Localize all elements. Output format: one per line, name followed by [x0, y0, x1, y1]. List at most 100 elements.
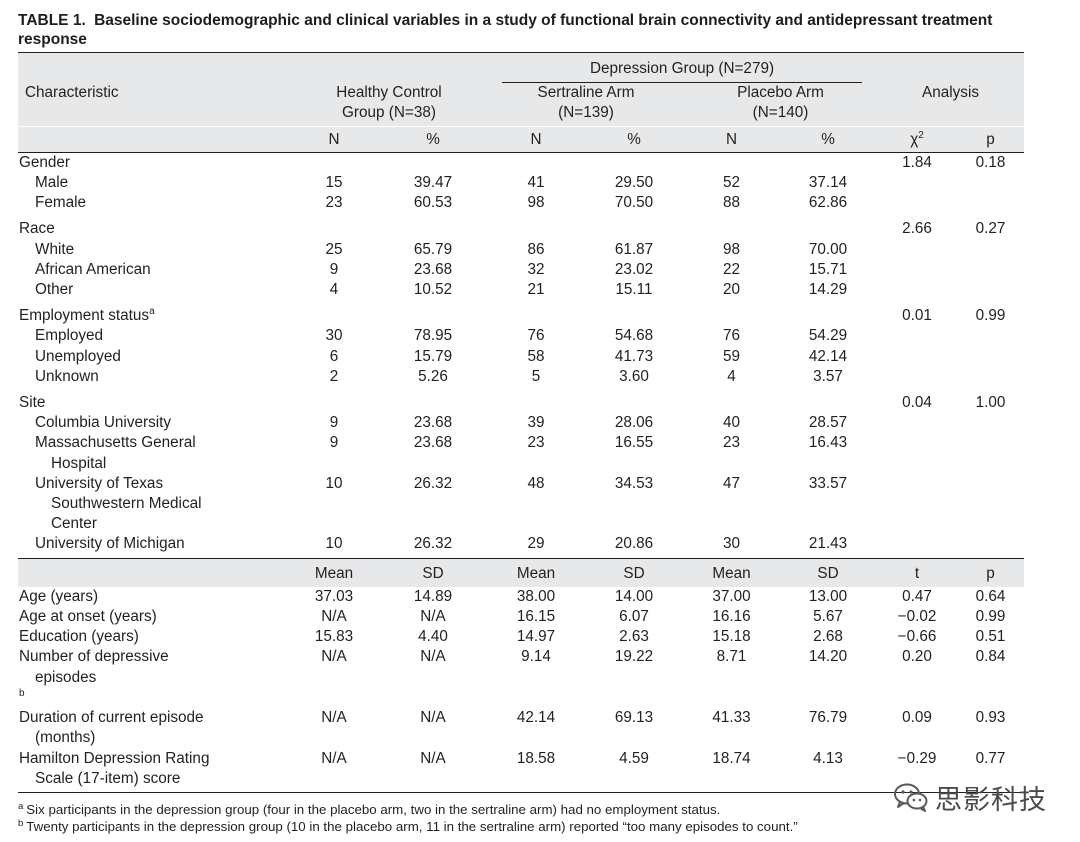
p-value: 0.18 [957, 151, 1025, 174]
empty-cell [877, 534, 957, 558]
hc-n: 15 [325, 174, 343, 192]
category-label-text: Site [19, 394, 46, 412]
table-row: African American 9 23.68 32 23.02 22 15.71 [18, 260, 1024, 280]
hc-mean: N/A [321, 648, 347, 666]
hc-mean: 15.83 [314, 628, 354, 646]
footnote-text: Six participants in the depression group… [26, 802, 721, 817]
category-row: Employment statusa 0.01 0.99 [18, 300, 1024, 326]
hc-n: 9 [329, 434, 339, 452]
row-label: White [18, 240, 290, 260]
hc-sd: 14.89 [413, 587, 453, 605]
hc-pct: 65.79 [413, 240, 453, 258]
empty-cell [584, 151, 684, 174]
row-label-line-1: White [35, 240, 75, 258]
row-label-footnote-mark: b [19, 687, 25, 699]
empty-cell [378, 213, 488, 239]
row-label-line-1: Massachusetts General [35, 434, 196, 452]
hc-n: 9 [329, 260, 339, 278]
empty-cell [684, 213, 779, 239]
hc-n-header: N [290, 125, 378, 153]
sertraline-mean: 16.15 [516, 608, 556, 626]
placebo-pct: 54.29 [808, 327, 848, 345]
placebo-n: 40 [722, 414, 740, 432]
t-value: −0.66 [897, 628, 937, 646]
s-mean-header: Mean [488, 557, 584, 587]
placebo-pct: 28.57 [808, 414, 848, 432]
table-row: White 25 65.79 86 61.87 98 70.00 [18, 240, 1024, 260]
depression-group-header: Depression Group (N=279) [488, 52, 878, 84]
row-label-line-2: Southwestern Medical [51, 495, 202, 513]
category-row: Site 0.04 1.00 [18, 387, 1024, 413]
sertraline-pct: 34.53 [614, 474, 654, 492]
sertraline-sd: 2.63 [619, 628, 649, 646]
footnote-b: b Twenty participants in the depression g… [18, 818, 1028, 835]
sertraline-mean: 42.14 [516, 709, 556, 727]
placebo-mean: 41.33 [712, 709, 751, 727]
sertraline-n: 76 [527, 327, 545, 345]
table-row: Age at onset (years) N/A N/A 16.15 6.07 16.16… [18, 607, 1024, 627]
footnotes: a Six participants in the depression grou… [18, 801, 1028, 835]
hc-pct-header: % [378, 125, 488, 153]
category-label-text: Employment status [19, 307, 150, 325]
empty-cell [877, 326, 957, 346]
hc-pct: 23.68 [413, 260, 453, 278]
table-row: Age (years) 37.03 14.89 38.00 14.00 37.00 13.0… [18, 587, 1024, 607]
category-label-text: Race [19, 220, 55, 238]
row-label-line-1: Duration of current episode [19, 709, 204, 727]
sertraline-pct: 20.86 [614, 535, 654, 553]
category-label: Site [18, 387, 290, 413]
empty-cell [488, 151, 584, 174]
sertraline-n: 23 [527, 434, 545, 452]
p-mean-header: Mean [684, 557, 779, 587]
placebo-sd: 76.79 [808, 709, 848, 727]
placebo-n: 4 [727, 367, 736, 385]
empty-cell [684, 300, 779, 326]
table-row: Male 15 39.47 41 29.50 52 37.14 [18, 173, 1024, 193]
empty-cell [584, 387, 684, 413]
hc-pct: 15.79 [413, 347, 453, 365]
category-label: Race [18, 213, 290, 239]
sertraline-mean: 18.58 [516, 749, 556, 767]
sertraline-sd: 19.22 [614, 648, 654, 666]
empty-cell [290, 300, 378, 326]
s-pct-header: % [584, 125, 684, 153]
header-row-2: Characteristic Healthy Control Group (N=3… [18, 83, 1025, 127]
table-row: Hamilton Depression Rating Scale (17-item… [18, 749, 1024, 793]
healthy-control-line-2: Group (N=38) [342, 104, 436, 122]
category-label: Employment statusa [18, 300, 290, 326]
placebo-arm-header: Placebo Arm (N=140) [684, 83, 878, 127]
watermark-text: 思影科技 [935, 784, 1047, 816]
hc-n: 25 [325, 240, 343, 258]
placebo-mean: 8.71 [716, 648, 747, 666]
empty-cell [290, 213, 378, 239]
sertraline-sd: 69.13 [614, 709, 654, 727]
category-row: Gender 1.84 0.18 [18, 151, 1025, 174]
row-label-line-1: University of Michigan [35, 535, 185, 553]
empty-cell [290, 387, 378, 413]
continuous-header-row: Mean SD Mean SD Mean SD t p [18, 557, 1025, 587]
placebo-n: 88 [722, 194, 740, 212]
sertraline-n: 21 [527, 281, 545, 299]
empty-cell [378, 387, 488, 413]
placebo-sd: 14.20 [808, 648, 848, 666]
chi-square-value: 2.66 [902, 220, 932, 238]
placebo-pct: 70.00 [808, 240, 848, 258]
sertraline-sd: 14.00 [614, 587, 654, 605]
hc-n: 2 [329, 367, 339, 385]
placebo-n: 23 [722, 434, 740, 452]
placebo-line-1: Placebo Arm [737, 84, 824, 102]
row-label: Female [18, 193, 290, 213]
placebo-sd: 2.68 [813, 628, 843, 646]
empty-cell [957, 474, 1024, 535]
chi-square-header: χ2 [877, 125, 958, 153]
p-value: 0.99 [975, 608, 1006, 626]
hc-n: 6 [329, 347, 339, 365]
sertraline-pct: 15.11 [615, 281, 653, 299]
caption-text: Baseline sociodemographic and clinical v… [18, 12, 993, 48]
category-label-text: Gender [19, 153, 71, 171]
row-label: Male [18, 173, 290, 193]
placebo-n: 30 [722, 535, 740, 553]
row-label-line-1: African American [35, 260, 151, 278]
sertraline-arm-header: Sertraline Arm (N=139) [488, 83, 684, 127]
hc-pct: 23.68 [413, 434, 453, 452]
